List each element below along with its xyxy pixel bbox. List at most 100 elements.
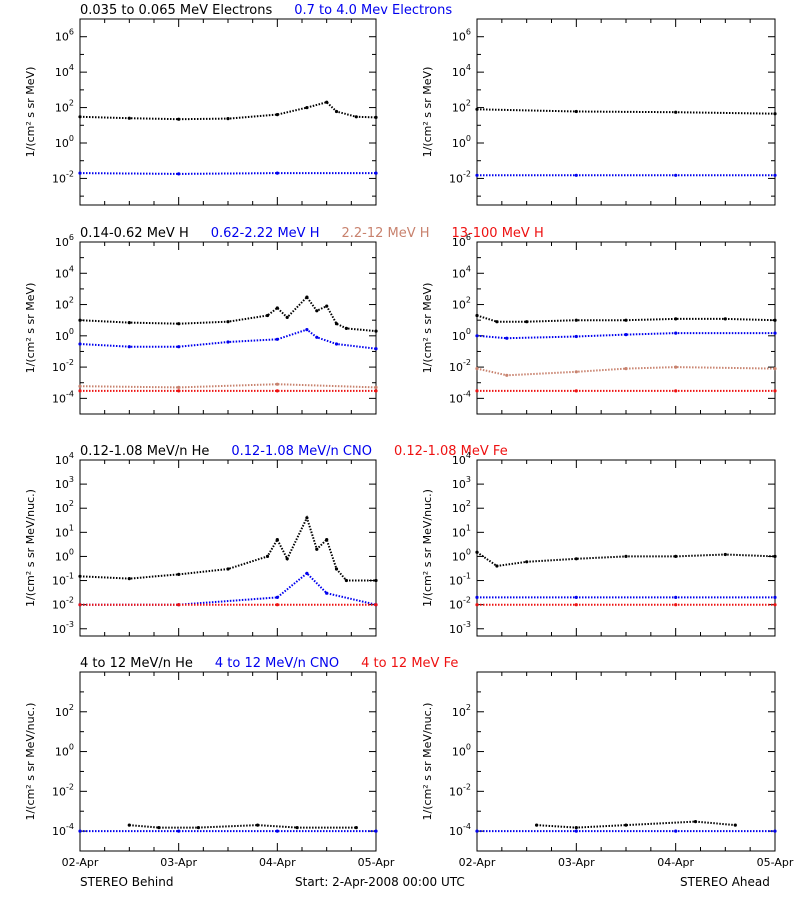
y-tick-base: 10	[52, 172, 66, 185]
series-0	[535, 820, 737, 830]
title-item-0: 4 to 12 MeV/n He	[80, 656, 193, 671]
x-tick-label: 04-Apr	[259, 856, 296, 869]
data-point	[78, 384, 82, 388]
y-tick-base: 10	[452, 550, 466, 563]
data-point	[275, 595, 279, 600]
y-tick-label: 104	[55, 451, 74, 467]
y-tick-base: 10	[55, 706, 69, 719]
series-2	[475, 603, 777, 607]
series-line	[129, 824, 357, 829]
data-point	[374, 115, 378, 119]
y-tick-base: 10	[452, 454, 466, 467]
y-tick-exponent: 1	[69, 523, 74, 532]
y-tick-exponent: 2	[466, 499, 471, 508]
title-item-1: 0.12-1.08 MeV/n CNO	[231, 444, 372, 459]
y-tick-base: 10	[452, 236, 466, 249]
data-point	[315, 547, 319, 551]
series-line	[80, 571, 377, 606]
y-tick-exponent: 4	[466, 63, 471, 72]
y-tick-base: 10	[52, 361, 66, 374]
y-tick-base: 10	[55, 526, 69, 539]
data-point	[226, 340, 230, 344]
y-tick-label: 10-2	[449, 782, 471, 798]
y-tick-label: 10-1	[449, 572, 471, 588]
data-point	[177, 117, 181, 121]
data-point	[325, 591, 329, 595]
data-point	[773, 603, 777, 607]
title-item-1: 0.7 to 4.0 Mev Electrons	[294, 3, 452, 18]
data-point	[674, 173, 678, 177]
y-tick-exponent: 0	[466, 134, 471, 143]
data-point	[624, 367, 628, 371]
y-tick-label: 10-2	[52, 596, 74, 612]
data-point	[305, 295, 309, 299]
data-point	[305, 571, 309, 575]
series-1	[78, 328, 378, 351]
data-point	[275, 171, 279, 175]
data-point	[285, 557, 289, 561]
data-point	[226, 567, 230, 571]
y-tick-label: 102	[55, 499, 74, 515]
title-item-1: 0.62-2.22 MeV H	[211, 226, 320, 241]
footer-right-label: STEREO Ahead	[680, 875, 770, 889]
y-tick-label: 106	[55, 28, 74, 44]
y-tick-base: 10	[449, 361, 463, 374]
y-tick-label: 100	[55, 134, 74, 150]
data-point	[177, 345, 181, 349]
plot-frame	[79, 18, 377, 206]
footer-start-label: Start: 2-Apr-2008 00:00 UTC	[295, 875, 465, 889]
data-point	[674, 365, 678, 369]
series-0	[78, 295, 378, 333]
series-line	[476, 366, 776, 377]
series-2	[78, 603, 378, 607]
x-tick-label: 03-Apr	[160, 856, 197, 869]
y-tick-label: 103	[452, 475, 471, 491]
y-tick-label: 102	[55, 296, 74, 312]
y-axis-label: 1/(cm² s sr MeV)	[24, 67, 37, 158]
y-tick-label: 10-2	[52, 358, 74, 374]
data-point	[574, 334, 578, 339]
y-axis-label: 1/(cm² s sr MeV/nuc.)	[421, 489, 434, 607]
data-point	[475, 107, 479, 111]
y-tick-label: 10-2	[449, 169, 471, 185]
y-tick-exponent: -2	[66, 358, 74, 367]
y-tick-base: 10	[52, 599, 66, 612]
y-tick-base: 10	[52, 575, 66, 588]
y-tick-label: 101	[452, 523, 471, 539]
y-tick-base: 10	[452, 137, 466, 150]
data-point	[574, 557, 578, 561]
data-point	[574, 826, 578, 830]
y-tick-base: 10	[55, 502, 69, 515]
series-1	[475, 829, 777, 833]
series-line	[79, 328, 377, 350]
data-point	[773, 173, 777, 177]
data-point	[773, 367, 777, 371]
title-item-3: 13-100 MeV H	[452, 226, 544, 241]
data-point	[475, 829, 479, 833]
y-axis-label: 1/(cm² s sr MeV/nuc.)	[24, 489, 37, 607]
y-tick-exponent: 0	[69, 547, 74, 556]
y-tick-label: 10-2	[449, 358, 471, 374]
y-tick-exponent: -2	[66, 782, 74, 791]
y-tick-exponent: -3	[66, 620, 74, 629]
series-line	[476, 551, 776, 568]
y-tick-exponent: 0	[69, 134, 74, 143]
y-axis-label: 1/(cm² s sr MeV)	[24, 283, 37, 374]
y-tick-exponent: 4	[69, 63, 74, 72]
data-point	[78, 115, 82, 119]
data-point	[275, 538, 279, 542]
data-point	[773, 331, 777, 335]
chart-panel-heavy-high-behind: 4 to 12 MeV/n He 4 to 12 MeV/n CNO 4 to 12…	[24, 656, 458, 869]
data-point	[354, 115, 358, 119]
y-tick-label: 106	[452, 28, 471, 44]
y-tick-label: 100	[452, 547, 471, 563]
data-point	[574, 603, 578, 607]
y-tick-exponent: 2	[466, 296, 471, 305]
y-tick-exponent: 2	[466, 703, 471, 712]
data-point	[275, 113, 279, 117]
y-tick-label: 10-3	[52, 620, 74, 636]
series-0	[475, 550, 777, 568]
y-tick-exponent: 0	[466, 327, 471, 336]
